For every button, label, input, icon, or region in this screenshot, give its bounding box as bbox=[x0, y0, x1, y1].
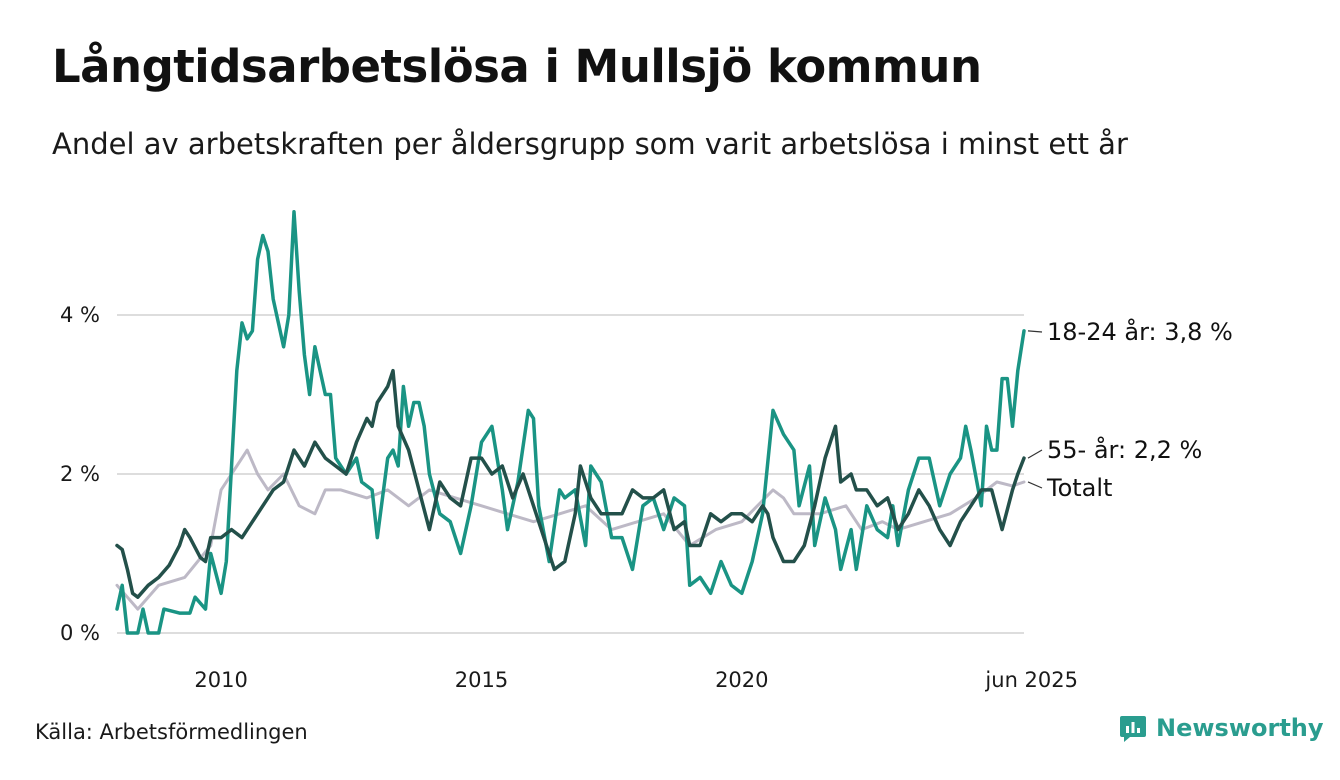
leader-line-youth bbox=[1027, 330, 1043, 333]
x-tick-label: 2020 bbox=[715, 668, 768, 692]
chart-subtitle: Andel av arbetskraften per åldersgrupp s… bbox=[52, 127, 1128, 161]
leader-line-total bbox=[1027, 481, 1043, 489]
series-line-youth bbox=[115, 209, 1026, 635]
brand-logo: Newsworthy bbox=[1118, 713, 1324, 743]
source-note: Källa: Arbetsförmedlingen bbox=[35, 720, 308, 744]
y-tick-label: 2 % bbox=[60, 462, 100, 486]
x-tick-label: jun 2025 bbox=[984, 668, 1078, 692]
series-line-total bbox=[115, 448, 1026, 611]
end-label-senior: 55- år: 2,2 % bbox=[1047, 435, 1202, 464]
chart-title: Långtidsarbetslösa i Mullsjö kommun bbox=[52, 40, 982, 93]
y-tick-label: 4 % bbox=[60, 303, 100, 327]
x-tick-label: 2015 bbox=[455, 668, 508, 692]
x-tick-label: 2010 bbox=[194, 668, 247, 692]
end-label-youth: 18-24 år: 3,8 % bbox=[1047, 317, 1233, 346]
y-tick-label: 0 % bbox=[60, 621, 100, 645]
series-line-senior bbox=[115, 368, 1026, 599]
brand-name: Newsworthy bbox=[1156, 714, 1324, 742]
newsworthy-icon bbox=[1120, 716, 1146, 742]
leader-line-senior bbox=[1027, 449, 1043, 459]
end-label-total: Totalt bbox=[1046, 474, 1112, 502]
